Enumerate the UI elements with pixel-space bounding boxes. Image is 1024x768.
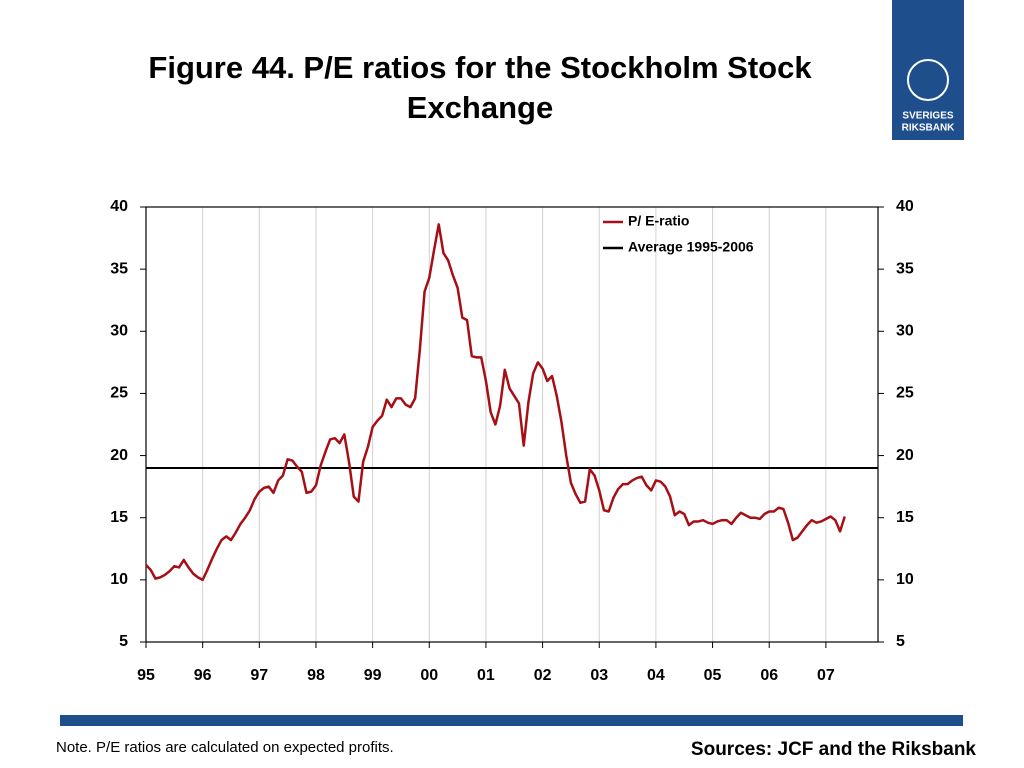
y-tick-label: 25 — [110, 385, 128, 402]
x-tick-label: 03 — [590, 667, 608, 684]
logo — [892, 0, 964, 140]
y-tick-label: 30 — [110, 323, 128, 340]
series-line — [145, 223, 846, 582]
x-tick-label: 98 — [307, 667, 325, 684]
plot-frame — [145, 206, 879, 643]
y2-tick-label: 30 — [896, 323, 914, 340]
x-tick-label: 04 — [647, 667, 665, 684]
x-tick-label: 95 — [137, 667, 155, 684]
logo-emblem — [907, 59, 949, 101]
x-tick-label: 07 — [817, 667, 835, 684]
source: Sources: JCF and the Riksbank — [691, 739, 977, 760]
x-tick-label: 01 — [477, 667, 495, 684]
y2-tick-label: 5 — [896, 633, 905, 650]
chart-title: Figure 44. P/E ratios for the Stockholm … — [148, 50, 812, 125]
x-tick-label: 06 — [760, 667, 778, 684]
logo-text: SVERIGES — [902, 111, 953, 122]
y2-tick-label: 25 — [896, 385, 914, 402]
y-tick-label: 5 — [119, 633, 128, 650]
legend-label: P/ E-ratio — [628, 213, 689, 229]
footer-bar — [60, 715, 963, 726]
x-tick-label: 96 — [194, 667, 212, 684]
y2-tick-label: 10 — [896, 571, 914, 588]
y2-tick-label: 40 — [896, 198, 914, 215]
x-tick-label: 00 — [420, 667, 438, 684]
y-tick-label: 15 — [110, 509, 128, 526]
x-tick-label: 02 — [534, 667, 552, 684]
y-tick-label: 35 — [110, 260, 128, 277]
y2-tick-label: 20 — [896, 447, 914, 464]
legend-label: Average 1995-2006 — [628, 239, 754, 255]
y-tick-label: 20 — [110, 447, 128, 464]
x-tick-label: 97 — [250, 667, 268, 684]
y2-tick-label: 35 — [896, 260, 914, 277]
x-tick-label: 99 — [364, 667, 382, 684]
logo-text: RIKSBANK — [902, 123, 956, 134]
note: Note. P/E ratios are calculated on expec… — [56, 739, 394, 756]
x-tick-label: 05 — [704, 667, 722, 684]
y-tick-label: 40 — [110, 198, 128, 215]
y-tick-label: 10 — [110, 571, 128, 588]
y2-tick-label: 15 — [896, 509, 914, 526]
